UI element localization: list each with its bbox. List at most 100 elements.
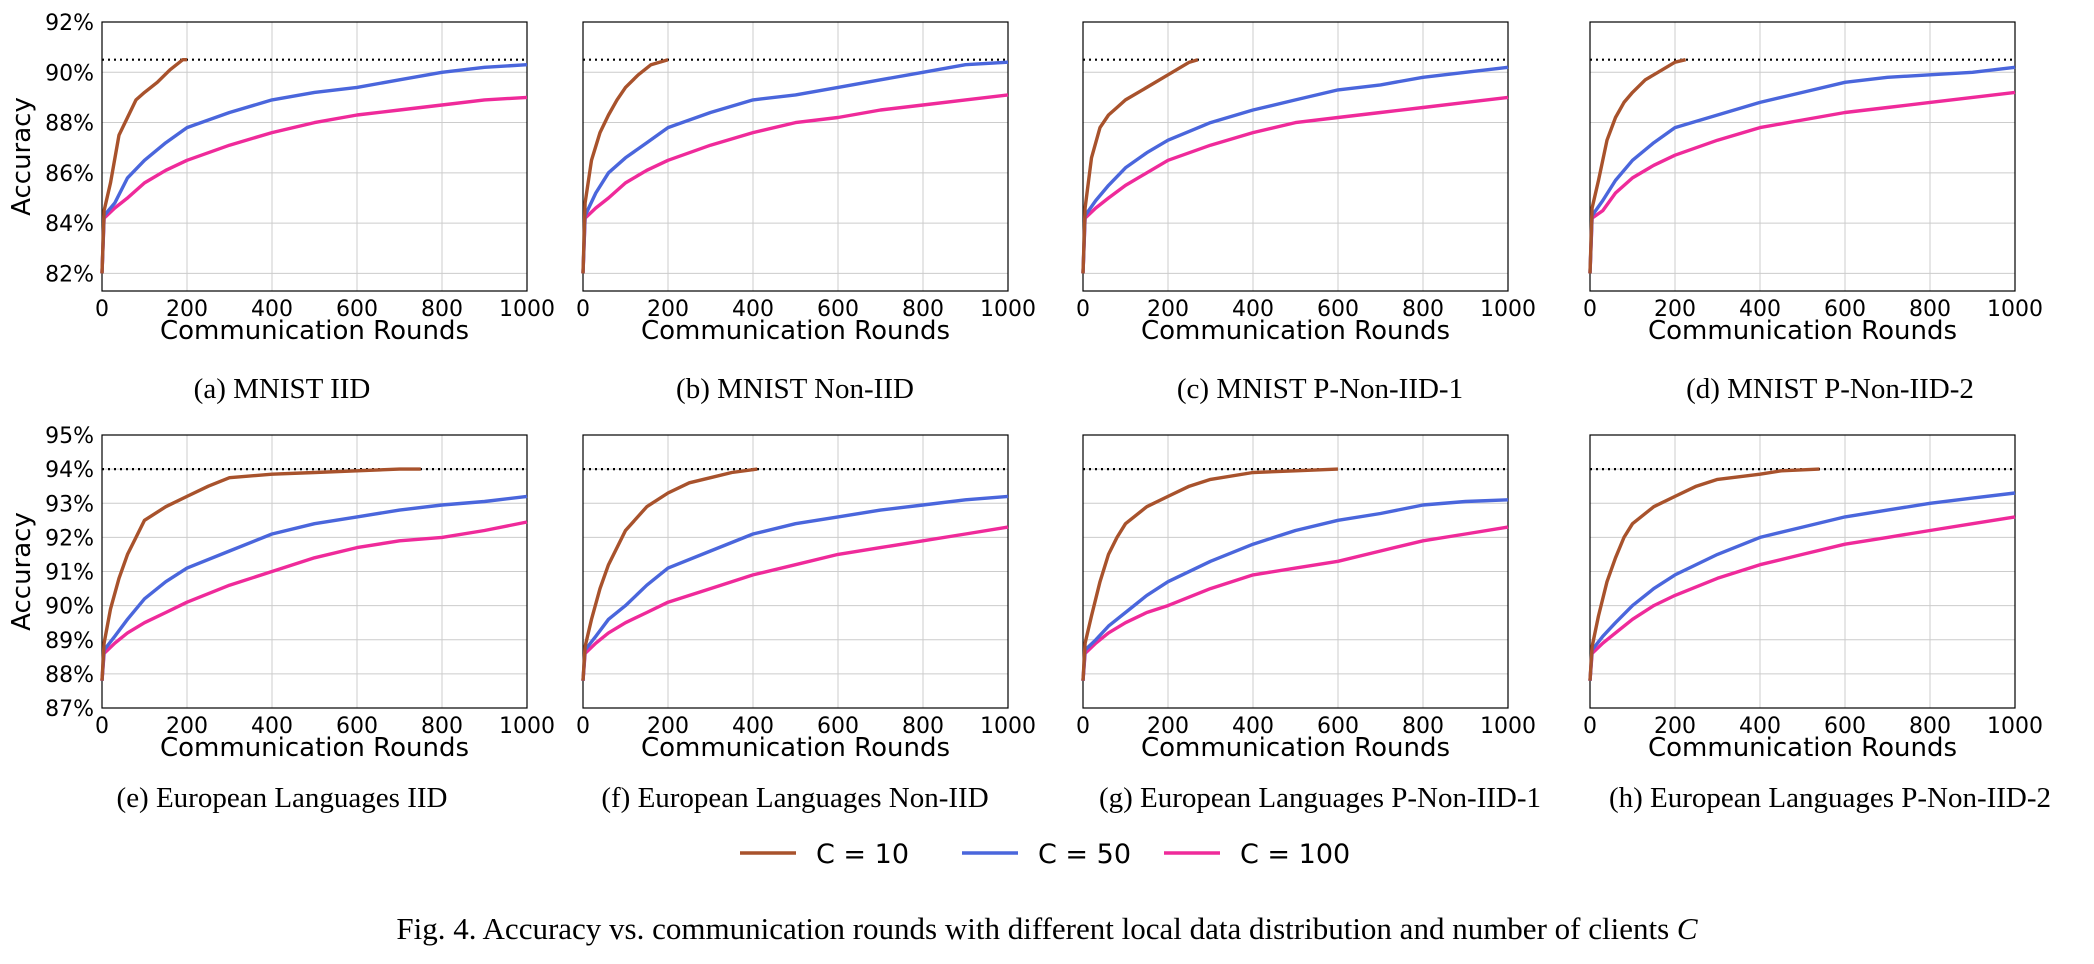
- subplot-caption: (g) European Languages P-Non-IID-1: [1099, 782, 1541, 814]
- y-tick-label: 88%: [45, 663, 94, 688]
- y-tick-label: 91%: [45, 561, 94, 586]
- series-line-c10: [100, 58, 187, 274]
- x-tick-label: 400: [1739, 714, 1781, 739]
- x-tick-label: 600: [1317, 297, 1359, 322]
- x-tick-label: 0: [95, 297, 109, 322]
- x-tick-label: 0: [1583, 297, 1597, 322]
- x-tick-label: 800: [1909, 297, 1951, 322]
- y-tick-label: 87%: [45, 697, 94, 722]
- y-tick-label: 95%: [45, 424, 94, 449]
- x-axis-label: Communication Rounds: [1648, 733, 1957, 763]
- series-line-c100: [1588, 90, 2016, 274]
- x-tick-label: 200: [647, 297, 689, 322]
- plot-frame: [1589, 434, 2016, 709]
- x-axis-label: Communication Rounds: [160, 733, 469, 763]
- x-tick-label: 200: [1654, 714, 1696, 739]
- series-line-c50: [1081, 498, 1509, 681]
- x-tick-label: 600: [1824, 297, 1866, 322]
- x-tick-label: 200: [1147, 297, 1189, 322]
- series-line-c100: [100, 95, 528, 274]
- subplot-2: 0 200 400 600 800 1000 Communication Rounds (b)…: [576, 21, 1036, 405]
- series-line-c100: [581, 93, 1009, 274]
- x-tick-label: 600: [817, 297, 859, 322]
- subplot-caption: (c) MNIST P-Non-IID-1: [1177, 373, 1463, 405]
- y-tick-label: 94%: [45, 458, 94, 483]
- x-tick-label: 400: [1739, 297, 1781, 322]
- subplot-caption: (e) European Languages IID: [117, 782, 448, 814]
- x-tick-label: 0: [1076, 714, 1090, 739]
- subplot-caption: (h) European Languages P-Non-IID-2: [1609, 782, 2051, 814]
- series-line-c10: [1081, 58, 1199, 274]
- plot-frame: [1082, 434, 1509, 709]
- figure-caption: Fig. 4. Accuracy vs. communication round…: [396, 911, 1697, 946]
- y-tick-label: 93%: [45, 492, 94, 517]
- subplot-caption: (d) MNIST P-Non-IID-2: [1686, 373, 1974, 405]
- x-tick-label: 600: [336, 297, 378, 322]
- series-line-c50: [100, 63, 528, 274]
- subplot-8: 0 200 400 600 800 1000 Communication Rounds (h)…: [1583, 434, 2051, 814]
- series-line-c10: [581, 58, 669, 274]
- subplot-1: 82% 84% 86% 88% 90% 92% 0 200 400 600 800 1000 Commu…: [7, 11, 555, 405]
- x-axis-label: Communication Rounds: [1141, 316, 1450, 346]
- figure-caption-text: Fig. 4. Accuracy vs. communication round…: [396, 911, 1676, 946]
- x-tick-label: 200: [166, 714, 208, 739]
- y-axis-label: Accuracy: [7, 512, 37, 631]
- x-tick-label: 1000: [499, 297, 555, 322]
- series-line-c50: [1588, 65, 2016, 274]
- y-tick-label: 92%: [45, 11, 94, 36]
- x-tick-label: 0: [95, 714, 109, 739]
- subplot-6: 0 200 400 600 800 1000 Communication Rounds (f)…: [576, 434, 1036, 814]
- subplot-7: 0 200 400 600 800 1000 Communication Rounds (g)…: [1076, 434, 1541, 814]
- x-tick-label: 800: [902, 714, 944, 739]
- x-tick-label: 1000: [980, 297, 1036, 322]
- series-line-c100: [581, 525, 1009, 681]
- x-tick-label: 1000: [980, 714, 1036, 739]
- x-tick-label: 1000: [1480, 297, 1536, 322]
- x-tick-label: 400: [1232, 714, 1274, 739]
- series-line-c10: [581, 467, 758, 681]
- y-axis-label: Accuracy: [7, 97, 37, 216]
- y-tick-label: 92%: [45, 526, 94, 551]
- subplot-3: 0 200 400 600 800 1000 Communication Rounds (c)…: [1076, 21, 1536, 405]
- y-tick-label: 88%: [45, 112, 94, 137]
- subplot-caption: (b) MNIST Non-IID: [676, 373, 914, 405]
- x-tick-label: 600: [1824, 714, 1866, 739]
- y-tick-label: 86%: [45, 162, 94, 187]
- x-tick-label: 800: [1909, 714, 1951, 739]
- x-tick-label: 0: [1076, 297, 1090, 322]
- x-tick-label: 400: [732, 714, 774, 739]
- series-line-c100: [1588, 515, 2016, 681]
- x-axis-label: Communication Rounds: [1141, 733, 1450, 763]
- series-line-c50: [100, 494, 528, 681]
- x-tick-label: 0: [576, 714, 590, 739]
- figure-caption-var: C: [1677, 911, 1698, 946]
- x-tick-label: 800: [1402, 714, 1444, 739]
- plot-frame: [582, 21, 1009, 292]
- legend-label-c100: C = 100: [1240, 839, 1350, 870]
- x-axis-label: Communication Rounds: [160, 316, 469, 346]
- subplot-grid: 82% 84% 86% 88% 90% 92% 0 200 400 600 800 1000 Commu…: [7, 11, 2051, 814]
- series-line-c100: [100, 520, 528, 681]
- subplot-caption: (a) MNIST IID: [194, 373, 371, 405]
- y-tick-label: 90%: [45, 61, 94, 86]
- legend-label-c10: C = 10: [816, 839, 909, 870]
- x-tick-label: 200: [1147, 714, 1189, 739]
- x-tick-label: 1000: [1987, 714, 2043, 739]
- series-line-c10: [1588, 58, 1686, 274]
- y-tick-label: 90%: [45, 595, 94, 620]
- x-tick-label: 0: [1583, 714, 1597, 739]
- x-tick-label: 400: [1232, 297, 1274, 322]
- series-line-c50: [1588, 491, 2016, 681]
- plot-frame: [582, 434, 1009, 709]
- x-tick-label: 800: [421, 297, 463, 322]
- x-tick-label: 1000: [1480, 714, 1536, 739]
- plot-frame: [1589, 21, 2016, 292]
- x-tick-label: 200: [166, 297, 208, 322]
- subplot-5: 87% 88% 89% 90% 91% 92% 93% 94% 95% 0 200 400 600 800…: [7, 424, 555, 814]
- x-tick-label: 800: [902, 297, 944, 322]
- series-line-c10: [1588, 467, 1820, 681]
- x-tick-label: 1000: [1987, 297, 2043, 322]
- plot-frame: [101, 21, 528, 292]
- series-line-c50: [581, 60, 1009, 274]
